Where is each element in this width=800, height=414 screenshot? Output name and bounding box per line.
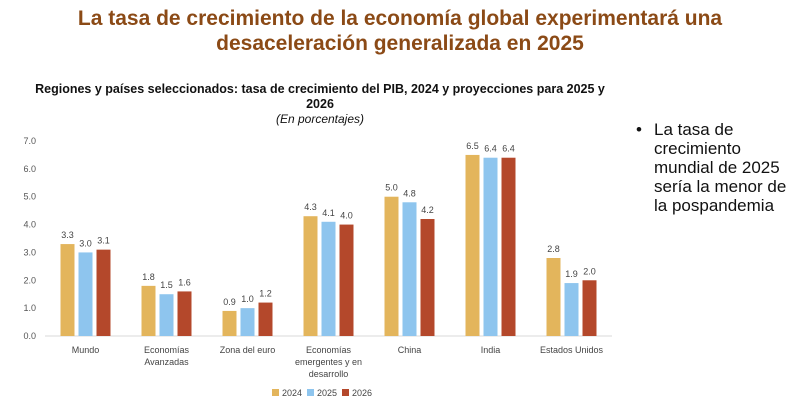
bar-2024 [222,310,237,336]
bar-2026 [501,157,516,336]
legend-label: 2025 [317,388,337,398]
y-tick-label: 0.0 [23,331,36,341]
bar-2026 [258,302,273,336]
data-label: 1.6 [178,277,191,287]
bar-2026 [582,280,597,336]
slide-title: La tasa de crecimiento de la economía gl… [77,7,723,55]
y-tick-label: 7.0 [23,136,36,146]
data-label: 0.9 [223,297,236,307]
data-label: 2.0 [583,266,596,276]
data-label: 3.0 [79,238,92,248]
bar-2026 [420,219,435,336]
y-tick-label: 2.0 [23,275,36,285]
data-label: 6.4 [502,144,515,154]
data-label: 6.4 [484,144,497,154]
x-tick-label: emergentes y en [295,357,362,367]
x-tick-label: Estados Unidos [540,345,604,355]
x-tick-label: Mundo [72,345,100,355]
bar-2025 [159,294,174,336]
data-label: 2.8 [547,244,560,254]
legend-swatch [342,389,349,396]
data-label: 4.0 [340,211,353,221]
bar-2024 [303,216,318,336]
data-label: 4.8 [403,188,416,198]
y-tick-label: 5.0 [23,192,36,202]
bar-2024 [141,285,156,336]
bullet-point: • La tasa de crecimiento mundial de 2025… [636,120,798,215]
data-label: 6.5 [466,141,479,151]
bar-2026 [177,291,192,336]
bar-2024 [546,258,561,336]
chart-subtitle: (En porcentajes) [275,112,365,126]
bar-2025 [402,202,417,336]
y-tick-label: 3.0 [23,247,36,257]
data-label: 4.2 [421,205,434,215]
legend-label: 2024 [282,388,302,398]
x-tick-label: Avanzadas [144,357,189,367]
bar-2024 [384,196,399,336]
x-tick-label: China [398,345,422,355]
data-label: 1.2 [259,289,272,299]
bar-2025 [564,283,579,336]
bar-2024 [465,154,480,336]
legend-label: 2026 [352,388,372,398]
y-tick-label: 6.0 [23,164,36,174]
data-label: 1.8 [142,272,155,282]
legend-swatch [272,389,279,396]
data-label: 5.0 [385,183,398,193]
bullet-icon: • [636,120,642,139]
legend-swatch [307,389,314,396]
y-tick-label: 4.0 [23,220,36,230]
bar-2025 [321,221,336,336]
data-label: 1.0 [241,294,254,304]
chart-title: Regiones y países seleccionados: tasa de… [35,82,605,111]
x-tick-label: Economías [144,345,190,355]
bar-2025 [483,157,498,336]
bullet-text: La tasa de crecimiento mundial de 2025 s… [654,120,787,215]
x-tick-label: desarrollo [309,369,349,379]
data-label: 4.1 [322,208,335,218]
bar-2025 [240,308,255,336]
data-label: 4.3 [304,202,317,212]
data-label: 3.3 [61,230,74,240]
x-tick-label: Economías [306,345,352,355]
data-label: 3.1 [97,236,110,246]
bar-2026 [339,224,354,336]
x-tick-label: India [481,345,501,355]
x-tick-label: Zona del euro [220,345,276,355]
bar-2025 [78,252,93,336]
data-label: 1.5 [160,280,173,290]
data-label: 1.9 [565,269,578,279]
bar-2024 [60,244,75,336]
bar-2026 [96,249,111,336]
y-tick-label: 1.0 [23,303,36,313]
